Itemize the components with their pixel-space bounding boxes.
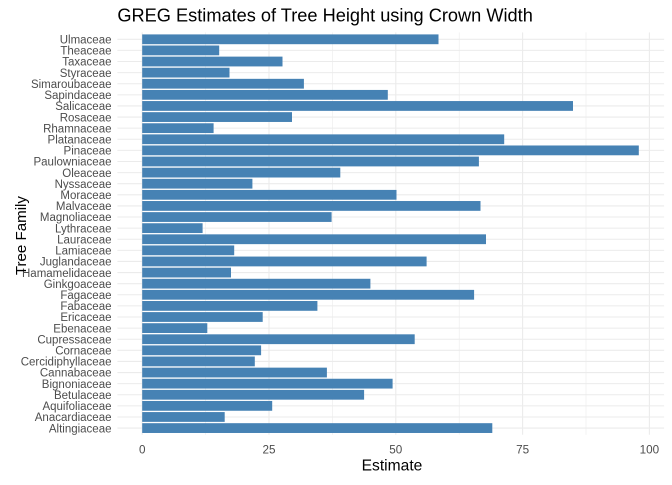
svg-text:Platanaceae: Platanaceae [48,134,112,146]
svg-text:Cupressaceae: Cupressaceae [37,334,111,346]
svg-text:Sapindaceae: Sapindaceae [44,90,111,102]
svg-text:Styraceae: Styraceae [60,68,112,80]
svg-text:Tree Family: Tree Family [13,196,30,276]
svg-text:Fagaceae: Fagaceae [60,290,111,302]
svg-text:Lauraceae: Lauraceae [57,234,111,246]
svg-text:Rhamnaceae: Rhamnaceae [43,123,111,135]
svg-text:Cornaceae: Cornaceae [55,346,111,358]
svg-text:25: 25 [262,443,276,456]
svg-text:Fabaceae: Fabaceae [60,301,111,313]
svg-text:Altingiaceae: Altingiaceae [49,423,112,435]
svg-text:Lamiaceae: Lamiaceae [55,246,111,258]
svg-text:Rosaceae: Rosaceae [60,112,112,124]
svg-text:Oleaceae: Oleaceae [62,168,111,180]
svg-text:Paulowniaceae: Paulowniaceae [33,157,111,169]
svg-text:Moraceae: Moraceae [60,190,111,202]
svg-text:0: 0 [139,443,146,456]
svg-text:100: 100 [640,443,660,456]
svg-text:Cannabaceae: Cannabaceae [40,368,112,380]
svg-text:Bignoniaceae: Bignoniaceae [42,379,112,391]
svg-text:Ebenaceae: Ebenaceae [53,323,111,335]
svg-text:Anacardiaceae: Anacardiaceae [35,412,112,424]
svg-text:Estimate: Estimate [362,457,423,474]
svg-text:GREG Estimates of Tree Height: GREG Estimates of Tree Height using Crow… [117,6,532,26]
svg-text:Hamamelidaceae: Hamamelidaceae [22,268,112,280]
svg-text:Ericaceae: Ericaceae [60,312,111,324]
svg-text:Theaceae: Theaceae [60,46,111,58]
svg-text:Aquifoliaceae: Aquifoliaceae [42,401,111,413]
svg-text:Taxaceae: Taxaceae [62,57,111,69]
svg-text:Pinaceae: Pinaceae [64,146,112,158]
svg-text:Ginkgoaceae: Ginkgoaceae [44,279,112,291]
svg-text:Cercidiphyllaceae: Cercidiphyllaceae [21,357,112,369]
svg-text:50: 50 [389,443,403,456]
svg-text:Magnoliaceae: Magnoliaceae [40,212,112,224]
svg-text:Simaroubaceae: Simaroubaceae [31,79,112,91]
svg-text:Nyssaceae: Nyssaceae [55,179,112,191]
svg-text:75: 75 [516,443,530,456]
svg-text:Ulmaceae: Ulmaceae [60,35,112,47]
svg-text:Salicaceae: Salicaceae [55,101,111,113]
svg-text:Betulaceae: Betulaceae [54,390,112,402]
svg-text:Juglandaceae: Juglandaceae [40,257,112,269]
svg-text:Malvaceae: Malvaceae [56,201,112,213]
svg-text:Lythraceae: Lythraceae [55,223,111,235]
